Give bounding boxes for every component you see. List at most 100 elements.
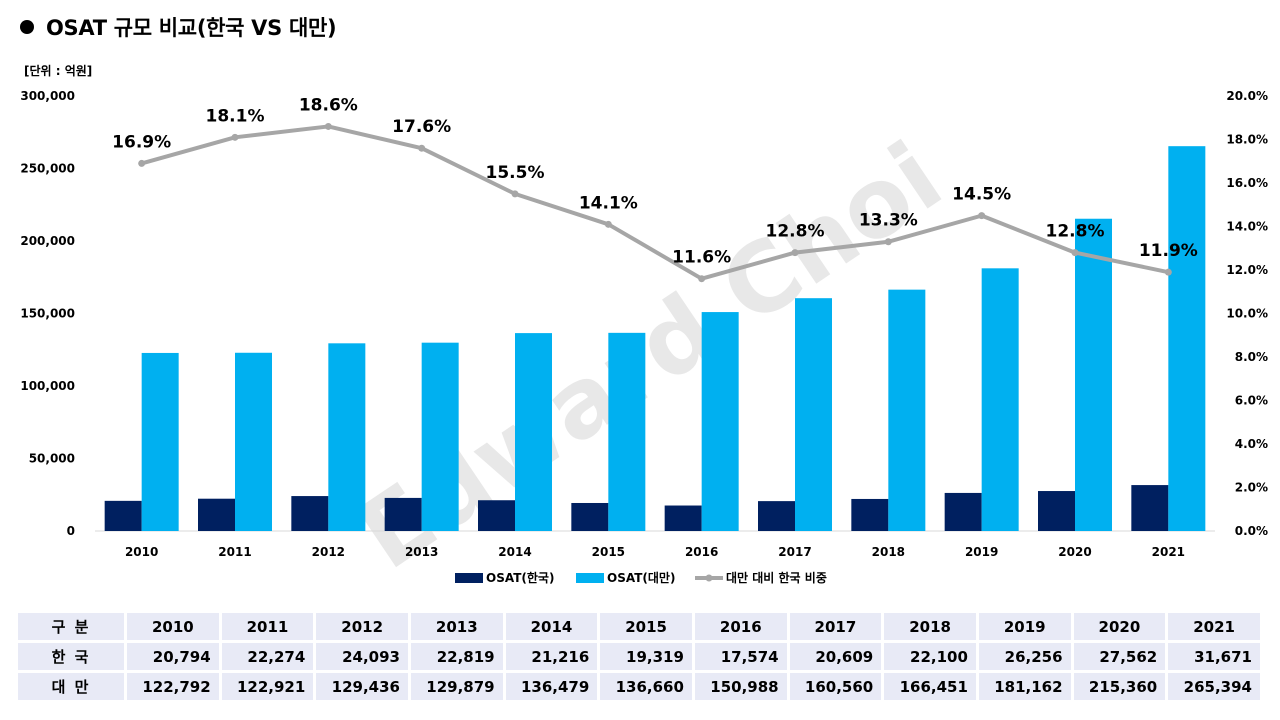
bar-korea [104,500,142,531]
table-row: 대 만 122,792 122,921 129,436 129,879 136,479 13… [18,673,1260,700]
data-table: 구 분 2010 2011 2012 2013 2014 2015 2016 2017 2018 2… [18,610,1260,703]
ratio-data-label: 14.5% [952,185,1011,205]
x-tick-label: 2013 [405,545,438,559]
bar-korea [198,498,235,531]
y-right-tick-label: 14.0% [1226,220,1268,234]
ratio-data-label: 17.6% [392,117,451,137]
table-year-header: 2012 [313,613,408,640]
y-left-tick-label: 300,000 [20,89,75,103]
legend-taiwan-swatch [576,573,604,583]
x-tick-label: 2020 [1058,545,1091,559]
y-right-tick-label: 8.0% [1235,350,1268,364]
table-cell: 215,360 [1070,673,1166,700]
ratio-point [698,275,706,283]
ratio-data-label: 18.6% [299,95,358,115]
y-left-tick-label: 150,000 [20,307,75,321]
ratio-data-label: 11.9% [1139,241,1198,261]
table-cell: 122,921 [218,673,314,700]
bar-taiwan [701,312,739,531]
legend-ratio-label: 대만 대비 한국 비중 [726,570,827,585]
x-tick-label: 2016 [685,545,718,559]
table-year-header: 2014 [502,613,598,640]
ratio-data-label: 18.1% [206,106,265,126]
bar-taiwan [515,333,552,531]
ratio-data-label: 14.1% [579,193,638,213]
table-cell: 24,093 [313,643,408,670]
bar-korea [944,492,982,531]
table-row: 한 국 20,794 22,274 24,093 22,819 21,216 19,319 1… [18,643,1260,670]
bar-taiwan [981,268,1019,531]
x-tick-label: 2014 [498,545,531,559]
x-tick-label: 2012 [312,545,345,559]
bar-taiwan [1075,218,1112,531]
table-year-header: 2018 [881,613,976,640]
ratio-point [231,133,239,141]
table-row-label: 대 만 [18,673,124,700]
legend-taiwan-label: OSAT(대만) [607,570,675,585]
y-right-tick-label: 4.0% [1235,437,1268,451]
x-tick-label: 2015 [592,545,625,559]
table-cell: 17,574 [691,643,787,670]
ratio-data-label: 12.8% [766,222,825,242]
table-cell: 19,319 [597,643,692,670]
y-right-tick-label: 6.0% [1235,394,1268,408]
y-right-tick-label: 18.0% [1226,133,1268,147]
x-tick-label: 2017 [778,545,811,559]
table-cell: 20,609 [786,643,882,670]
ratio-data-label: 15.5% [486,163,545,183]
table-cell: 22,100 [881,643,976,670]
table-year-header: 2011 [218,613,314,640]
ratio-point [418,144,426,152]
bar-korea [478,500,515,531]
table-cell: 122,792 [124,673,219,700]
table-cell: 20,794 [124,643,219,670]
table-year-header: 2015 [597,613,692,640]
table-cell: 160,560 [786,673,882,700]
ratio-point [884,238,892,246]
y-right-tick-label: 12.0% [1226,263,1268,277]
bar-korea [571,502,609,531]
table-cell: 136,479 [502,673,598,700]
table-year-header: 2010 [124,613,219,640]
y-left-tick-label: 0 [67,524,75,538]
x-tick-label: 2021 [1152,545,1185,559]
ratio-point [511,190,519,198]
ratio-data-label: 16.9% [112,132,171,152]
table-cell: 31,671 [1165,643,1260,670]
x-tick-label: 2018 [872,545,905,559]
x-tick-label: 2011 [218,545,251,559]
bar-taiwan [608,332,646,531]
ratio-data-label: 13.3% [859,211,918,231]
ratio-data-label: 11.6% [672,248,731,268]
table-year-header: 2019 [975,613,1071,640]
table-header-label: 구 분 [18,613,124,640]
ratio-point [604,220,612,228]
bar-taiwan [888,289,926,531]
title-text: OSAT 규모 비교(한국 VS 대만) [46,16,337,40]
bar-taiwan [421,342,459,531]
y-left-tick-label: 250,000 [20,162,75,176]
bar-korea [384,497,422,531]
ratio-point [1164,268,1172,276]
bar-korea [851,498,889,531]
table-cell: 181,162 [975,673,1071,700]
y-right-tick-label: 0.0% [1235,524,1268,538]
table-row-label: 한 국 [18,643,124,670]
table-cell: 22,819 [407,643,503,670]
unit-label: [단위 : 억원] [24,64,93,78]
x-tick-label: 2010 [125,545,158,559]
bar-taiwan [235,352,272,531]
table-cell: 129,436 [313,673,408,700]
legend-korea-swatch [455,573,483,583]
table-cell: 26,256 [975,643,1071,670]
legend-korea-label: OSAT(한국) [486,570,554,585]
table-cell: 265,394 [1165,673,1260,700]
bar-korea [1131,485,1169,531]
ratio-point [1071,249,1079,257]
table-year-header: 2016 [691,613,787,640]
y-left-tick-label: 200,000 [20,234,75,248]
table-cell: 129,879 [407,673,503,700]
table-year-header: 2017 [786,613,882,640]
bar-taiwan [141,352,179,531]
table-cell: 150,988 [691,673,787,700]
